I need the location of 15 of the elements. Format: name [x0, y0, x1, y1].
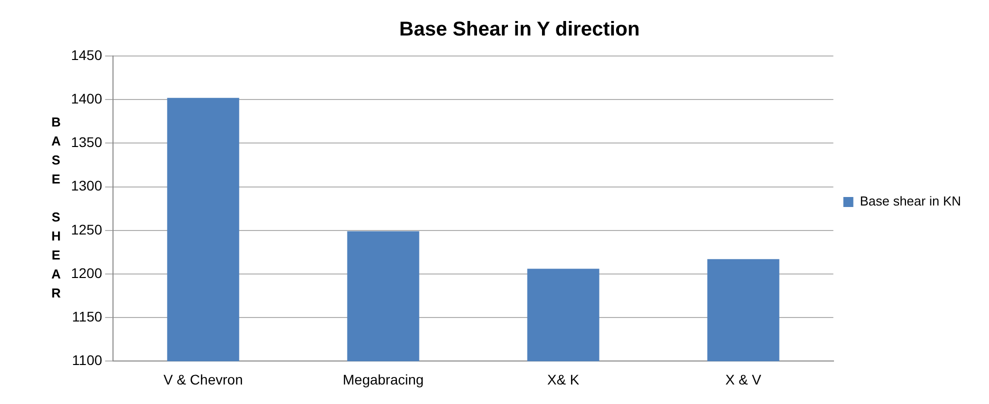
x-tick-label: Megabracing [342, 371, 424, 388]
y-tick-label: 1450 [70, 46, 102, 63]
y-tick-label: 1250 [70, 221, 102, 238]
y-tick-label: 1350 [70, 134, 102, 150]
legend-label: Base shear in KN [860, 194, 962, 209]
y-tick-label: 1300 [70, 178, 102, 194]
y-tick-label: 1400 [70, 90, 102, 106]
y-tick-label: 1100 [72, 352, 102, 368]
x-tick-label: X & V [725, 371, 762, 388]
y-tick-label: 1200 [70, 264, 102, 281]
y-tick-label: 1150 [72, 308, 102, 324]
x-tick-label: X& K [547, 371, 580, 388]
text: BASE SHEAR [51, 114, 61, 301]
chart-title: Base Shear in Y direction [399, 18, 640, 41]
x-tick-label: V & Chevron [163, 371, 243, 388]
